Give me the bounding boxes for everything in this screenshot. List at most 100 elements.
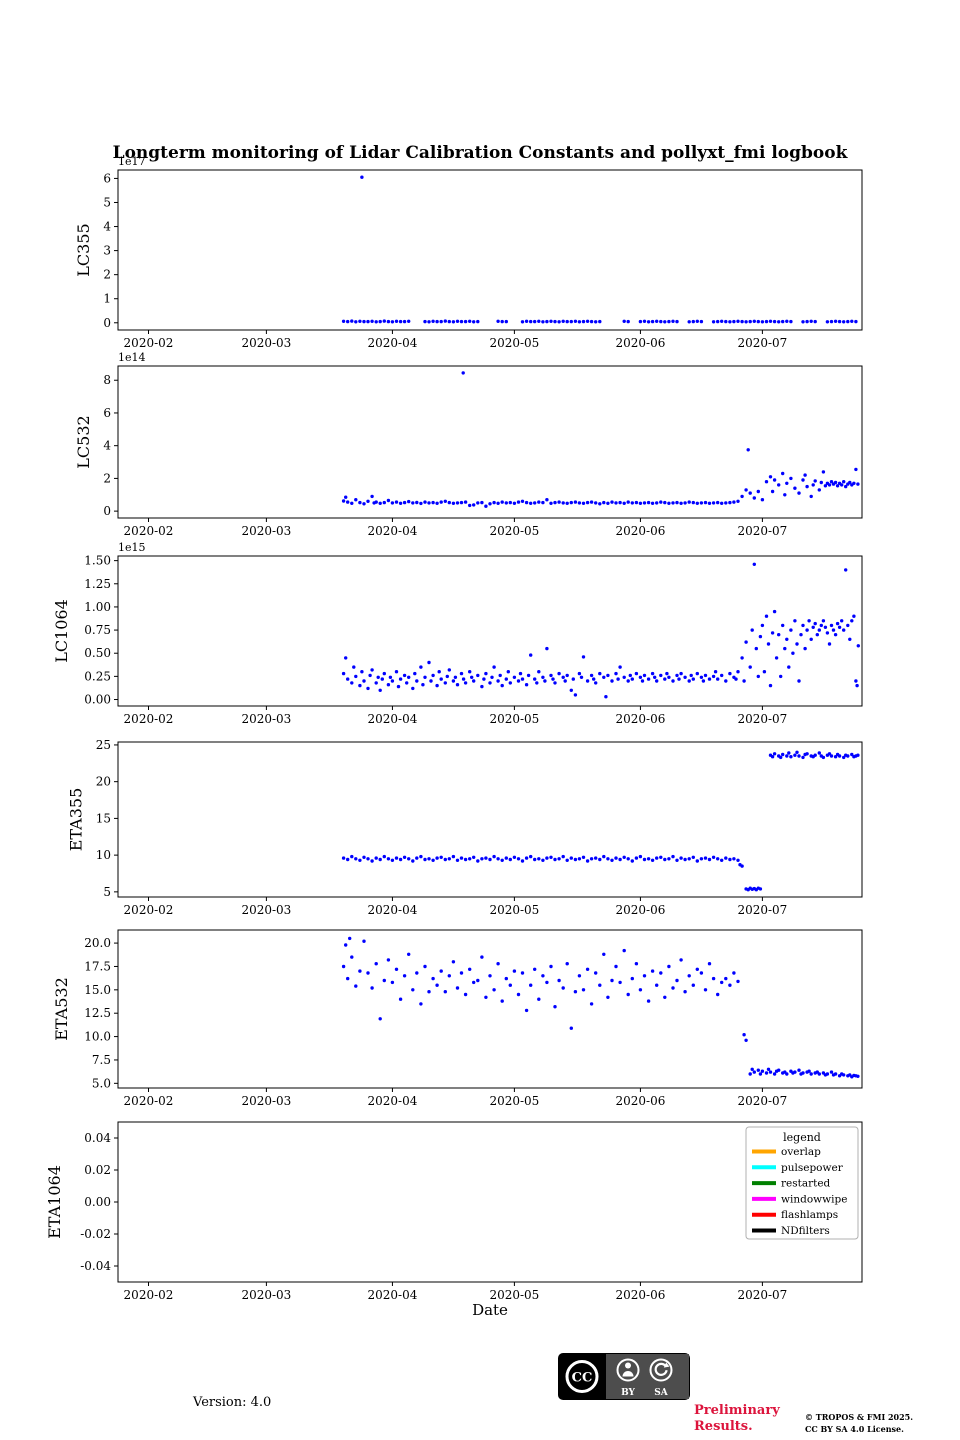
sa-text: SA [654,1388,668,1398]
y-tick-label: 0.50 [84,646,111,660]
y-axis-label: LC1064 [52,599,71,663]
cc-badge-graphic: CC BY SA [558,1353,690,1400]
x-tick-label: 2020-02 [124,1288,174,1302]
x-tick-label: 2020-05 [489,903,539,917]
axes-frame-LC355 [117,169,863,331]
y-axis-label: LC355 [74,223,93,276]
y-tick-label: 0.00 [84,1195,111,1209]
legend-label-flashlamps: flashlamps [781,1209,838,1221]
y-tick-label: 0.75 [84,623,111,637]
y-axis-label: ETA532 [52,977,71,1041]
axes-frame-LC1064 [117,555,863,707]
x-tick-label: 2020-02 [124,903,174,917]
x-tick-label: 2020-03 [241,336,291,350]
axis-offset-text: 1e15 [118,541,146,554]
preliminary-results-text: Preliminary Results. [694,1403,780,1434]
axis-offset-text: 1e14 [118,351,146,364]
x-tick-label: 2020-04 [367,903,417,917]
cc-text: CC [572,1371,593,1386]
legend-box: legend overlap pulsepower restarted windowwi… [745,1126,859,1240]
x-tick-label: 2020-02 [124,524,174,538]
scatter-points-LC532 [341,371,860,508]
legend-label-NDfilters: NDfilters [781,1225,830,1237]
y-tick-label: 3 [103,244,111,258]
x-tick-label: 2020-06 [615,712,665,726]
y-tick-label: 0.04 [84,1131,111,1145]
y-tick-label: 0.25 [84,669,111,683]
x-tick-label: 2020-05 [489,524,539,538]
x-tick-label: 2020-05 [489,1288,539,1302]
x-tick-label: 2020-03 [241,1094,291,1108]
y-tick-label: 2 [103,268,111,282]
cc-sa-icon: SA [649,1358,673,1398]
chart-title: Longterm monitoring of Lidar Calibration… [112,143,848,163]
panel-LC1064: 2020-02 2020-03 2020-04 2020-05 2020-06 2020-… [52,541,863,726]
legend-label-restarted: restarted [781,1178,831,1190]
y-tick-label: 2 [103,471,111,485]
x-tick-label: 2020-06 [615,524,665,538]
x-tick-label: 2020-03 [241,524,291,538]
x-tick-label: 2020-07 [737,1094,787,1108]
x-tick-label: 2020-07 [737,712,787,726]
y-tick-label: 0 [103,504,111,518]
y-tick-label: 5 [103,885,111,899]
cc-logo-icon: CC [565,1360,599,1393]
y-tick-label: 20.0 [84,936,111,950]
y-tick-label: 1.00 [84,600,111,614]
x-tick-label: 2020-04 [367,712,417,726]
y-tick-label: 6 [103,406,111,420]
panel-LC355: 2020-02 2020-03 2020-04 2020-05 2020-06 2020-… [74,155,863,350]
x-tick-label: 2020-03 [241,903,291,917]
y-tick-label: 5 [103,195,111,209]
x-tick-label: 2020-03 [241,1288,291,1302]
x-tick-label: 2020-02 [124,336,174,350]
y-tick-label: 1 [103,292,111,306]
axes-frame-ETA355 [117,741,863,898]
x-tick-label: 2020-06 [615,1288,665,1302]
cc-by-icon: BY [616,1358,640,1398]
panel-LC532: 2020-02 2020-03 2020-04 2020-05 2020-06 2020-… [74,351,863,538]
y-tick-label: 0 [103,316,111,330]
y-tick-label: 6 [103,171,111,185]
y-axis-label: LC532 [74,415,93,468]
x-tick-label: 2020-04 [367,1094,417,1108]
y-tick-label: 0.00 [84,693,111,707]
x-tick-label: 2020-05 [489,712,539,726]
by-text: BY [621,1388,635,1398]
y-axis-label: ETA1064 [45,1165,64,1239]
y-tick-label: -0.02 [80,1227,111,1241]
y-tick-label: 15.0 [84,983,111,997]
x-tick-label: 2020-06 [615,903,665,917]
x-tick-label: 2020-05 [489,336,539,350]
panel-ETA1064: 2020-02 2020-03 2020-04 2020-05 2020-06 2020-… [45,1121,863,1302]
legend-title: legend [783,1131,821,1144]
x-tick-label: 2020-04 [367,1288,417,1302]
y-tick-label: 1.25 [84,577,111,591]
x-tick-label: 2020-02 [124,1094,174,1108]
cc-license-badge: CC BY SA [558,1353,690,1404]
x-tick-label: 2020-07 [737,1288,787,1302]
x-tick-label: 2020-04 [367,524,417,538]
x-tick-label: 2020-05 [489,1094,539,1108]
axis-offset-text: 1e17 [118,155,146,168]
scatter-points-LC1064 [341,562,860,699]
x-tick-label: 2020-07 [737,336,787,350]
x-tick-label: 2020-06 [615,336,665,350]
copyright-line2: CC BY SA 4.0 License. [805,1424,904,1434]
x-tick-label: 2020-07 [737,524,787,538]
y-tick-label: 1.50 [84,554,111,568]
y-tick-label: 20 [96,775,111,789]
y-tick-label: 5.0 [92,1076,111,1090]
axes-frame-LC532 [117,365,863,519]
x-tick-label: 2020-06 [615,1094,665,1108]
legend-label-pulsepower: pulsepower [781,1162,844,1174]
y-tick-label: 15 [96,811,111,825]
panel-ETA355: 2020-02 2020-03 2020-04 2020-05 2020-06 2020-… [67,738,863,917]
y-tick-label: 25 [96,738,111,752]
scatter-points-ETA355 [341,750,860,892]
x-axis-label: Date [472,1301,508,1319]
legend-label-overlap: overlap [781,1146,821,1158]
version-text: Version: 4.0 [193,1395,272,1410]
y-tick-label: 10 [96,848,111,862]
